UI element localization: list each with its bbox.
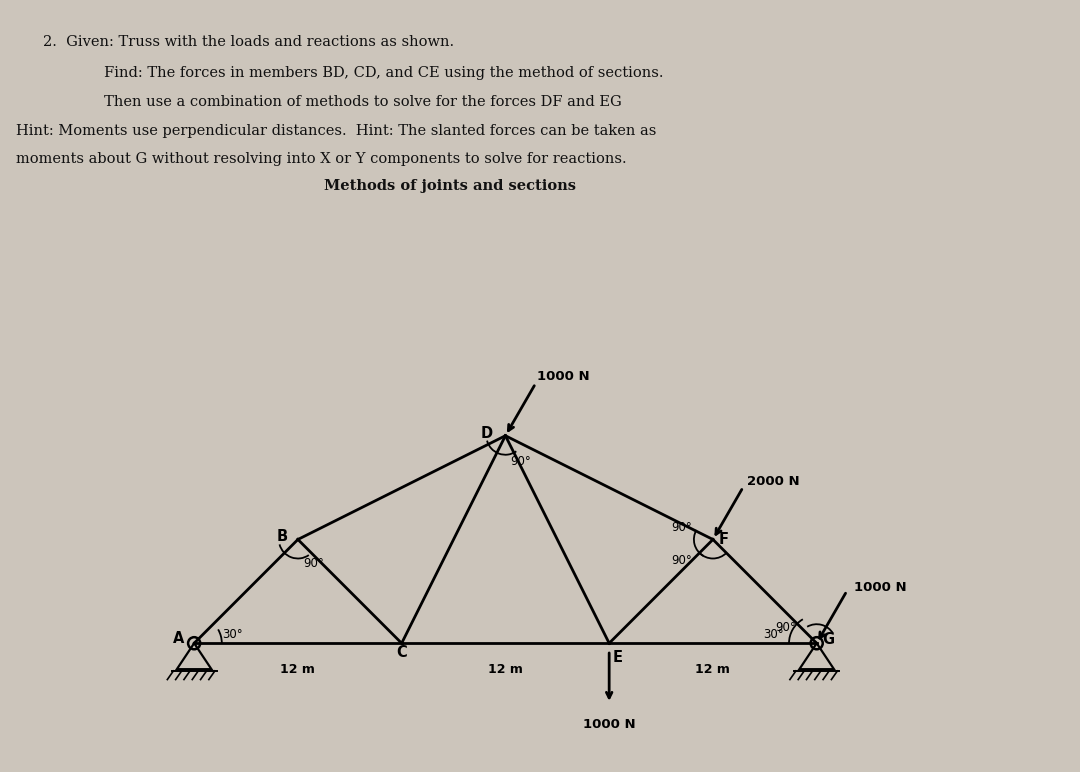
Text: 2.  Given: Truss with the loads and reactions as shown.: 2. Given: Truss with the loads and react… <box>43 35 455 49</box>
Text: 30°: 30° <box>221 628 243 641</box>
Text: 90°: 90° <box>672 554 692 567</box>
Text: D: D <box>481 426 492 442</box>
Text: 12 m: 12 m <box>488 662 523 676</box>
Text: 90°: 90° <box>775 621 796 634</box>
Text: 90°: 90° <box>303 557 324 571</box>
Text: 90°: 90° <box>511 455 531 468</box>
Text: Find: The forces in members BD, CD, and CE using the method of sections.: Find: The forces in members BD, CD, and … <box>81 66 663 80</box>
Text: 30°: 30° <box>764 628 784 641</box>
Text: 90°: 90° <box>672 521 692 534</box>
Text: Then use a combination of methods to solve for the forces DF and EG: Then use a combination of methods to sol… <box>81 95 622 109</box>
Text: 1000 N: 1000 N <box>583 718 635 730</box>
Text: 1000 N: 1000 N <box>538 370 590 383</box>
Text: A: A <box>173 631 185 645</box>
Text: G: G <box>823 632 835 647</box>
Text: F: F <box>718 532 728 547</box>
Text: Methods of joints and sections: Methods of joints and sections <box>324 179 576 193</box>
Text: moments about G without resolving into X or Y components to solve for reactions.: moments about G without resolving into X… <box>16 152 626 166</box>
Text: 2000 N: 2000 N <box>746 476 799 489</box>
Text: 12 m: 12 m <box>696 662 730 676</box>
Text: E: E <box>612 649 623 665</box>
Text: 1000 N: 1000 N <box>854 581 906 594</box>
Text: B: B <box>276 529 288 543</box>
Text: 12 m: 12 m <box>281 662 315 676</box>
Text: Hint: Moments use perpendicular distances.  Hint: The slanted forces can be take: Hint: Moments use perpendicular distance… <box>16 124 657 137</box>
Text: C: C <box>396 645 407 660</box>
